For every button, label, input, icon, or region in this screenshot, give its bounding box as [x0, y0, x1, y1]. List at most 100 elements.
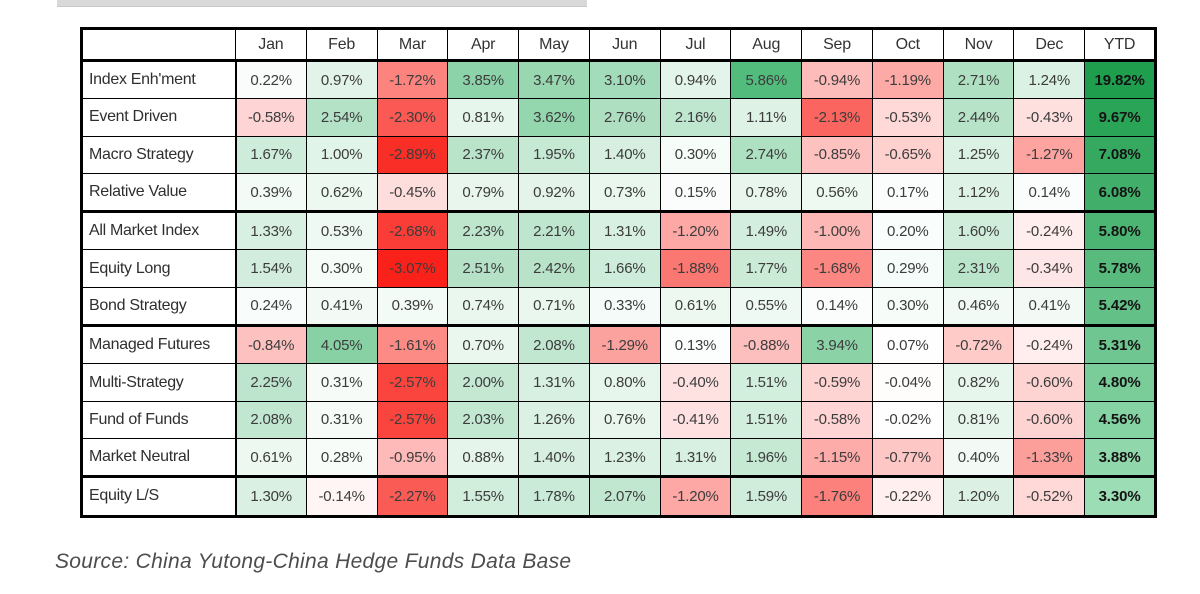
return-cell: 1.12%: [942, 172, 1015, 214]
return-cell: 0.88%: [447, 437, 520, 479]
top-accent-bar: [57, 0, 587, 7]
return-cell: -1.27%: [1013, 135, 1086, 174]
row-label: Fund of Funds: [81, 400, 237, 439]
return-cell: 1.49%: [730, 211, 803, 251]
return-cell: 0.30%: [871, 286, 944, 328]
return-cell: 2.21%: [518, 211, 590, 251]
return-cell: 0.70%: [447, 325, 520, 365]
return-cell: 1.54%: [235, 249, 307, 288]
return-cell: 0.80%: [588, 363, 661, 402]
return-cell: 0.28%: [305, 437, 378, 479]
return-cell: -2.27%: [376, 476, 449, 517]
return-cell: 0.71%: [518, 286, 590, 328]
return-cell: -0.14%: [305, 476, 378, 517]
return-cell: -0.34%: [1013, 249, 1086, 288]
return-cell: 0.55%: [730, 286, 803, 328]
return-cell: -0.60%: [1013, 400, 1086, 439]
col-header-may: May: [518, 28, 590, 62]
col-header-jun: Jun: [588, 28, 661, 62]
ytd-cell: 7.08%: [1084, 135, 1156, 174]
return-cell: -0.65%: [871, 135, 944, 174]
return-cell: -3.07%: [376, 249, 449, 288]
return-cell: -2.57%: [376, 400, 449, 439]
row-label: Macro Strategy: [81, 135, 237, 174]
col-header-sep: Sep: [801, 28, 873, 62]
ytd-cell: 5.31%: [1084, 325, 1156, 365]
return-cell: -0.88%: [730, 325, 803, 365]
return-cell: 1.31%: [588, 211, 661, 251]
return-cell: 2.42%: [518, 249, 590, 288]
return-cell: -1.15%: [801, 437, 873, 479]
return-cell: 3.62%: [518, 98, 590, 137]
return-cell: 0.20%: [871, 211, 944, 251]
return-cell: -1.76%: [801, 476, 873, 517]
return-cell: 3.94%: [801, 325, 873, 365]
return-cell: 1.31%: [659, 437, 732, 479]
return-cell: 2.23%: [447, 211, 520, 251]
return-cell: 0.39%: [235, 172, 307, 214]
row-label: Equity Long: [81, 249, 237, 288]
col-header-nov: Nov: [942, 28, 1015, 62]
row-label: Event Driven: [81, 98, 237, 137]
return-cell: 0.62%: [305, 172, 378, 214]
ytd-cell: 3.88%: [1084, 437, 1156, 479]
return-cell: 0.30%: [305, 249, 378, 288]
return-cell: 0.56%: [801, 172, 873, 214]
return-cell: 2.07%: [588, 476, 661, 517]
ytd-cell: 6.08%: [1084, 172, 1156, 214]
return-cell: -0.59%: [801, 363, 873, 402]
return-cell: 1.30%: [235, 476, 307, 517]
return-cell: 3.10%: [588, 59, 661, 100]
return-cell: -0.45%: [376, 172, 449, 214]
table-row: Managed Futures -0.84% 4.05% -1.61% 0.70% 2.0…: [81, 325, 1156, 365]
ytd-cell: 5.80%: [1084, 211, 1156, 251]
return-cell: 1.95%: [518, 135, 590, 174]
row-label: Relative Value: [81, 172, 237, 214]
return-cell: -1.68%: [801, 249, 873, 288]
return-cell: 2.71%: [942, 59, 1015, 100]
return-cell: 3.47%: [518, 59, 590, 100]
return-cell: 0.30%: [659, 135, 732, 174]
table-row: Equity L/S 1.30% -0.14% -2.27% 1.55% 1.78% 2.0…: [81, 476, 1156, 517]
return-cell: -2.13%: [801, 98, 873, 137]
table-row: Market Neutral 0.61% 0.28% -0.95% 0.88% 1.40%…: [81, 437, 1156, 479]
return-cell: 4.05%: [305, 325, 378, 365]
return-cell: -0.94%: [801, 59, 873, 100]
return-cell: 0.33%: [588, 286, 661, 328]
table-row: Fund of Funds 2.08% 0.31% -2.57% 2.03% 1.26% 0…: [81, 400, 1156, 439]
row-label: Market Neutral: [81, 437, 237, 479]
return-cell: 2.54%: [305, 98, 378, 137]
return-cell: 0.31%: [305, 363, 378, 402]
return-cell: -1.20%: [659, 476, 732, 517]
return-cell: -1.29%: [588, 325, 661, 365]
return-cell: 0.41%: [305, 286, 378, 328]
row-label: Index Enh'ment: [81, 59, 237, 100]
return-cell: 1.51%: [730, 400, 803, 439]
return-cell: 0.78%: [730, 172, 803, 214]
return-cell: 0.74%: [447, 286, 520, 328]
return-cell: 1.26%: [518, 400, 590, 439]
return-cell: 5.86%: [730, 59, 803, 100]
row-label: All Market Index: [81, 211, 237, 251]
return-cell: 0.15%: [659, 172, 732, 214]
return-cell: 2.74%: [730, 135, 803, 174]
ytd-cell: 5.78%: [1084, 249, 1156, 288]
col-header-aug: Aug: [730, 28, 803, 62]
table-row: All Market Index 1.33% 0.53% -2.68% 2.23% 2.2…: [81, 211, 1156, 251]
return-cell: 3.85%: [447, 59, 520, 100]
ytd-cell: 5.42%: [1084, 286, 1156, 328]
return-cell: -0.04%: [871, 363, 944, 402]
source-note: Source: China Yutong-China Hedge Funds D…: [55, 550, 572, 573]
return-cell: 2.51%: [447, 249, 520, 288]
return-cell: 0.97%: [305, 59, 378, 100]
return-cell: -0.02%: [871, 400, 944, 439]
col-header-ytd: YTD: [1084, 28, 1156, 62]
return-cell: 2.16%: [659, 98, 732, 137]
return-cell: 0.29%: [871, 249, 944, 288]
return-cell: 0.81%: [942, 400, 1015, 439]
return-cell: -0.43%: [1013, 98, 1086, 137]
row-label: Bond Strategy: [81, 286, 237, 328]
return-cell: 1.33%: [235, 211, 307, 251]
return-cell: -0.60%: [1013, 363, 1086, 402]
return-cell: 1.67%: [235, 135, 307, 174]
